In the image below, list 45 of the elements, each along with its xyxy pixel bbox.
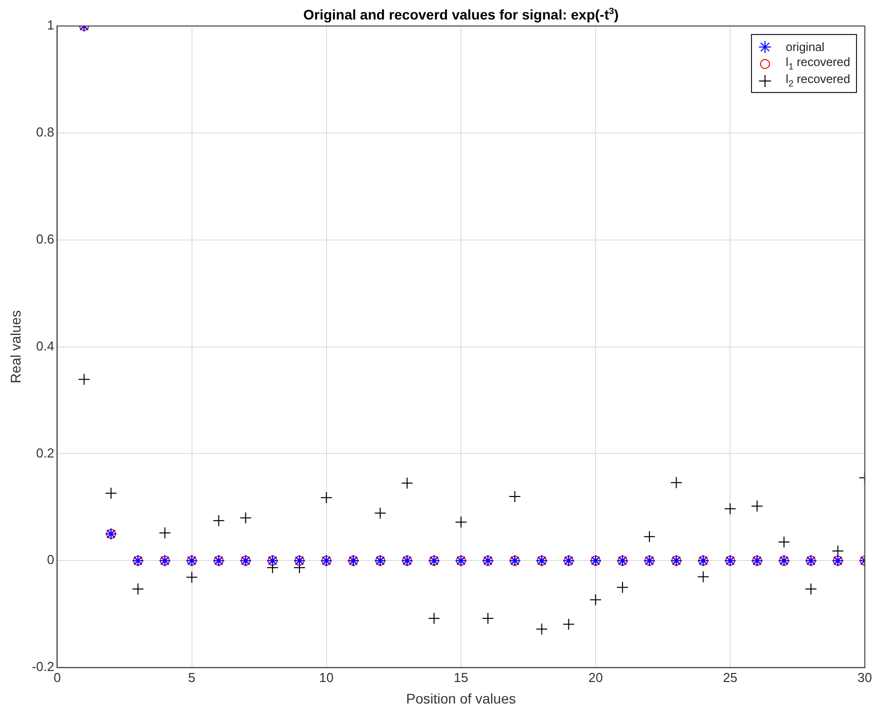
point <box>132 583 144 596</box>
point <box>158 526 171 539</box>
x-axis-title: Position of values <box>406 690 516 706</box>
legend-label: l$_{2}$ recovered <box>786 72 850 89</box>
point <box>105 487 118 500</box>
point <box>186 571 198 584</box>
y-tick-label: -0.2 <box>32 659 54 674</box>
legend-label: l$_{1}$ recovered <box>786 55 850 72</box>
point <box>616 581 628 594</box>
x-tick-label: 5 <box>188 670 196 685</box>
point <box>78 373 90 386</box>
chart-title: Original and recoverd values for signal: exp(-t$^{3}$) <box>302 6 620 23</box>
point <box>724 502 736 515</box>
point <box>482 612 494 624</box>
point <box>697 570 710 583</box>
point <box>590 594 602 606</box>
y-tick-label: 0.2 <box>36 445 54 460</box>
point <box>562 618 575 630</box>
x-tick-label: 20 <box>588 670 603 685</box>
x-tick-label: 15 <box>454 670 468 685</box>
y-tick-label: 0.8 <box>36 124 54 140</box>
y-axis-title: Real values <box>7 310 24 384</box>
point <box>401 477 414 490</box>
x-tick-label: 10 <box>319 670 334 685</box>
y-tick-label: 1 <box>46 18 54 33</box>
y-tick-label: 0.4 <box>36 338 54 354</box>
point <box>240 512 252 524</box>
x-tick-label: 25 <box>722 670 738 685</box>
point <box>670 476 682 489</box>
point <box>536 623 548 636</box>
point <box>643 530 656 543</box>
point <box>428 612 440 624</box>
point <box>212 514 225 527</box>
point <box>832 545 844 558</box>
point <box>508 490 521 503</box>
point <box>751 500 764 512</box>
y-tick-label: 0.6 <box>36 231 54 246</box>
point <box>454 516 467 528</box>
y-tick-label: 0 <box>46 552 54 568</box>
x-tick-label: 30 <box>858 670 872 685</box>
point <box>778 536 790 548</box>
legend-label: original <box>786 40 824 54</box>
point <box>374 507 386 520</box>
point <box>804 583 817 596</box>
point <box>320 492 332 504</box>
